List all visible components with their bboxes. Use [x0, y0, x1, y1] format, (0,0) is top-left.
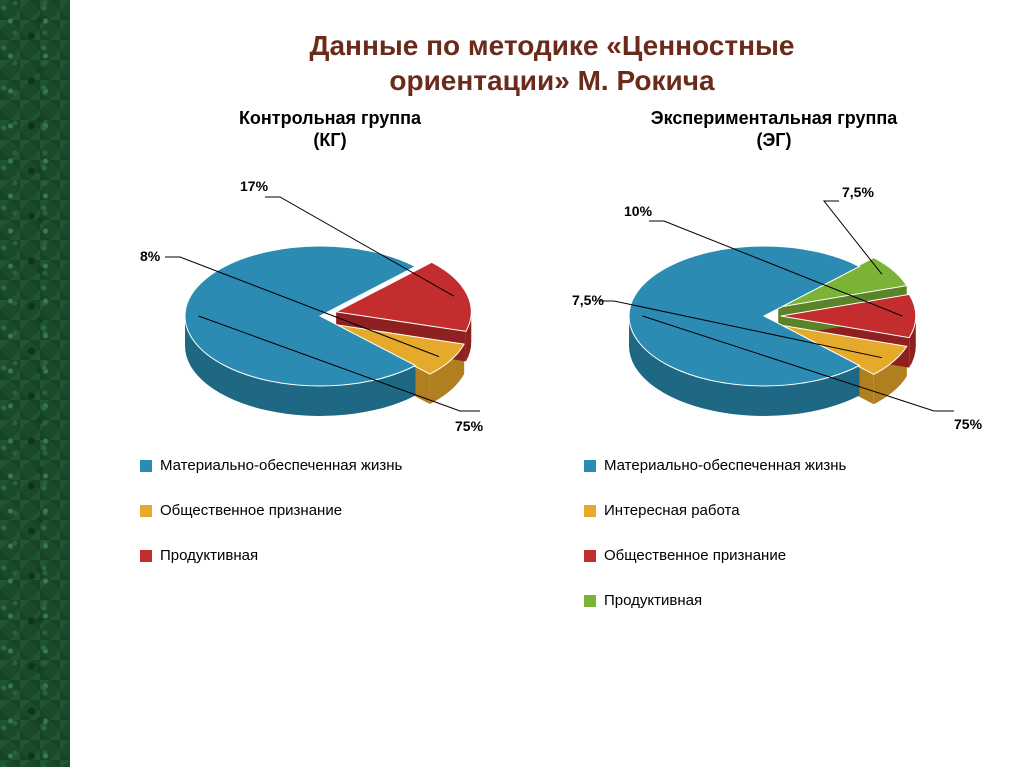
legend-swatch [140, 550, 152, 562]
chart-right-title-1: Экспериментальная группа [651, 108, 897, 128]
pct-label: 10% [624, 203, 653, 219]
legend-swatch [584, 460, 596, 472]
legend-left: Материально-обеспеченная жизнь Общественн… [110, 457, 550, 564]
slide-title: Данные по методике «Ценностные ориентаци… [100, 28, 1004, 98]
legend-right: Материально-обеспеченная жизнь Интересная… [554, 457, 994, 609]
legend-item: Интересная работа [584, 502, 994, 519]
slide-content: Данные по методике «Ценностные ориентаци… [70, 0, 1024, 767]
decorative-sidebar [0, 0, 70, 767]
legend-label: Интересная работа [604, 502, 740, 519]
chart-left-title: Контрольная группа (КГ) [110, 108, 550, 151]
legend-item: Общественное признание [140, 502, 550, 519]
legend-label: Общественное признание [160, 502, 342, 519]
legend-label: Материально-обеспеченная жизнь [604, 457, 846, 474]
charts-row: Контрольная группа (КГ) 75% 8% 17% Материа… [100, 108, 1004, 637]
legend-label: Материально-обеспеченная жизнь [160, 457, 402, 474]
legend-swatch [584, 505, 596, 517]
legend-swatch [584, 550, 596, 562]
pct-label: 8% [140, 248, 161, 264]
pct-label: 7,5% [572, 292, 604, 308]
legend-item: Продуктивная [140, 547, 550, 564]
chart-right-title: Экспериментальная группа (ЭГ) [554, 108, 994, 151]
legend-item: Продуктивная [584, 592, 994, 609]
pie-chart-right: 75% 7,5% 10% 7,5% [554, 161, 994, 451]
legend-label: Продуктивная [604, 592, 702, 609]
chart-right-title-2: (ЭГ) [757, 130, 792, 150]
pct-label: 75% [954, 416, 983, 432]
legend-swatch [140, 460, 152, 472]
legend-item: Материально-обеспеченная жизнь [140, 457, 550, 474]
legend-label: Продуктивная [160, 547, 258, 564]
title-line-1: Данные по методике «Ценностные [310, 30, 795, 61]
legend-swatch [584, 595, 596, 607]
chart-control-group: Контрольная группа (КГ) 75% 8% 17% Материа… [110, 108, 550, 637]
chart-left-title-2: (КГ) [313, 130, 346, 150]
pct-label: 17% [240, 178, 269, 194]
pie-chart-left: 75% 8% 17% [110, 161, 550, 451]
legend-label: Общественное признание [604, 547, 786, 564]
pct-label: 7,5% [842, 184, 874, 200]
legend-item: Материально-обеспеченная жизнь [584, 457, 994, 474]
chart-left-title-1: Контрольная группа [239, 108, 421, 128]
legend-item: Общественное признание [584, 547, 994, 564]
title-line-2: ориентации» М. Рокича [389, 65, 714, 96]
chart-experimental-group: Экспериментальная группа (ЭГ) 75% 7,5% 10%… [554, 108, 994, 637]
pct-label: 75% [455, 418, 484, 434]
legend-swatch [140, 505, 152, 517]
